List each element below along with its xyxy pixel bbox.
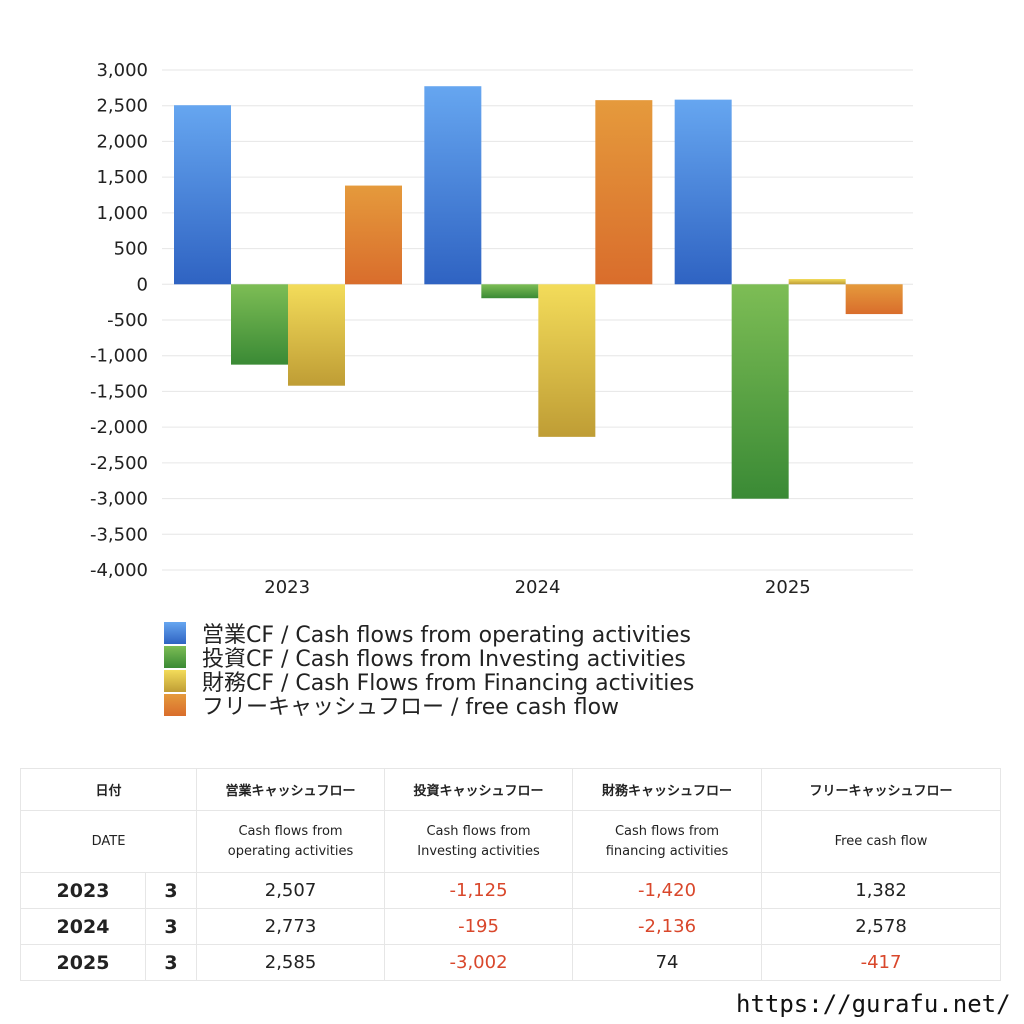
table-header-jp: 日付 営業キャッシュフロー 投資キャッシュフロー 財務キャッシュフロー フリーキ… — [19, 768, 1002, 811]
legend-label: フリーキャッシュフロー / free cash flow — [202, 695, 620, 720]
y-tick-label: 0 — [137, 274, 148, 295]
cash-flow-bar-chart: 3,000 2,500 2,000 1,500 1,000 500 0 -500 -1,000 -… — [90, 60, 913, 598]
legend-item-operating: 営業CF / Cash flows from operating activit… — [164, 621, 694, 648]
header-investing-en: Cash flows from Investing activities — [384, 810, 574, 873]
cell-operating: 2,585 — [196, 944, 386, 981]
site-url[interactable]: https://gurafu.net/ — [736, 990, 1011, 1018]
bar-operating-2023 — [174, 105, 231, 285]
header-financing-en: Cash flows from financing activities — [572, 810, 763, 873]
header-free-jp: フリーキャッシュフロー — [761, 768, 1002, 811]
y-tick-label: 2,500 — [96, 96, 148, 117]
row-month: 3 — [144, 908, 198, 945]
legend: 営業CF / Cash flows from operating activit… — [164, 621, 694, 720]
y-tick-label: -1,500 — [90, 381, 148, 402]
table-header-en: DATE Cash flows from operating activitie… — [19, 810, 1002, 873]
y-tick-label: -3,000 — [90, 489, 148, 510]
bar-investing-2025 — [731, 284, 789, 499]
y-tick-label: 2,000 — [96, 131, 148, 152]
header-date-jp: 日付 — [19, 768, 198, 811]
cell-free: -417 — [761, 944, 1002, 981]
x-category-label: 2024 — [515, 577, 561, 598]
y-tick-label: -3,500 — [90, 524, 148, 545]
cell-free: 2,578 — [761, 908, 1002, 945]
cell-financing: -2,136 — [572, 908, 763, 945]
row-month: 3 — [144, 944, 198, 981]
header-operating-jp: 営業キャッシュフロー — [196, 768, 386, 811]
row-year: 2025 — [20, 944, 146, 981]
cell-investing: -3,002 — [384, 944, 574, 981]
cell-financing: 74 — [572, 944, 763, 981]
y-tick-label: -500 — [107, 310, 148, 331]
cell-operating: 2,507 — [196, 872, 386, 909]
bar-investing-2023 — [231, 284, 288, 365]
cell-investing: -1,125 — [384, 872, 574, 909]
legend-label: 財務CF / Cash Flows from Financing activit… — [202, 671, 695, 696]
header-investing-en-text: Cash flows from Investing activities — [417, 823, 540, 859]
legend-label: 営業CF / Cash flows from operating activit… — [202, 623, 691, 648]
row-year: 2024 — [20, 908, 146, 945]
bar-free-2024 — [595, 100, 653, 285]
cash-flow-table: 日付 営業キャッシュフロー 投資キャッシュフロー 財務キャッシュフロー フリーキ… — [19, 768, 1002, 981]
bar-free-2025 — [845, 284, 903, 315]
bar-operating-2024 — [424, 86, 482, 285]
bars — [174, 86, 903, 499]
y-tick-label: -4,000 — [90, 560, 148, 581]
cell-free: 1,382 — [761, 872, 1002, 909]
bar-financing-2023 — [288, 284, 345, 386]
cell-operating: 2,773 — [196, 908, 386, 945]
y-tick-label: 1,000 — [96, 203, 148, 224]
header-financing-en-text: Cash flows from financing activities — [605, 823, 729, 859]
y-tick-label: -1,000 — [90, 346, 148, 367]
x-category-label: 2023 — [264, 577, 310, 598]
legend-swatch-operating — [164, 622, 186, 644]
y-tick-label: -2,000 — [90, 417, 148, 438]
header-financing-jp: 財務キャッシュフロー — [572, 768, 763, 811]
legend-swatch-free — [164, 694, 186, 716]
legend-swatch-investing — [164, 646, 186, 668]
x-axis-categories: 2023 2024 2025 — [264, 577, 810, 598]
x-category-label: 2025 — [765, 577, 811, 598]
cell-financing: -1,420 — [572, 872, 763, 909]
legend-item-financing: 財務CF / Cash Flows from Financing activit… — [164, 669, 694, 696]
bar-financing-2025 — [788, 279, 846, 285]
bar-free-2023 — [345, 185, 402, 285]
y-tick-label: 1,500 — [96, 167, 148, 188]
bar-financing-2024 — [538, 284, 596, 437]
header-free-en: Free cash flow — [761, 810, 1002, 873]
row-month: 3 — [144, 872, 198, 909]
header-investing-jp: 投資キャッシュフロー — [384, 768, 574, 811]
bar-investing-2024 — [481, 284, 539, 299]
y-tick-label: -2,500 — [90, 453, 148, 474]
legend-item-free: フリーキャッシュフロー / free cash flow — [164, 693, 694, 720]
table-row: 2024 3 2,773 -195 -2,136 2,578 — [20, 908, 1002, 945]
legend-label: 投資CF / Cash flows from Investing activit… — [202, 647, 686, 672]
header-operating-en-text: Cash flows from operating activities — [227, 823, 354, 859]
legend-swatch-financing — [164, 670, 186, 692]
y-axis-ticks: 3,000 2,500 2,000 1,500 1,000 500 0 -500 -1,000 -… — [90, 60, 148, 581]
cell-investing: -195 — [384, 908, 574, 945]
y-tick-label: 3,000 — [96, 60, 148, 81]
header-date-en: DATE — [19, 810, 198, 873]
legend-item-investing: 投資CF / Cash flows from Investing activit… — [164, 645, 694, 672]
row-year: 2023 — [20, 872, 146, 909]
table-row: 2025 3 2,585 -3,002 74 -417 — [20, 944, 1002, 981]
header-operating-en: Cash flows from operating activities — [196, 810, 386, 873]
table-row: 2023 3 2,507 -1,125 -1,420 1,382 — [20, 872, 1002, 909]
y-tick-label: 500 — [114, 239, 148, 260]
bar-operating-2025 — [674, 99, 732, 285]
